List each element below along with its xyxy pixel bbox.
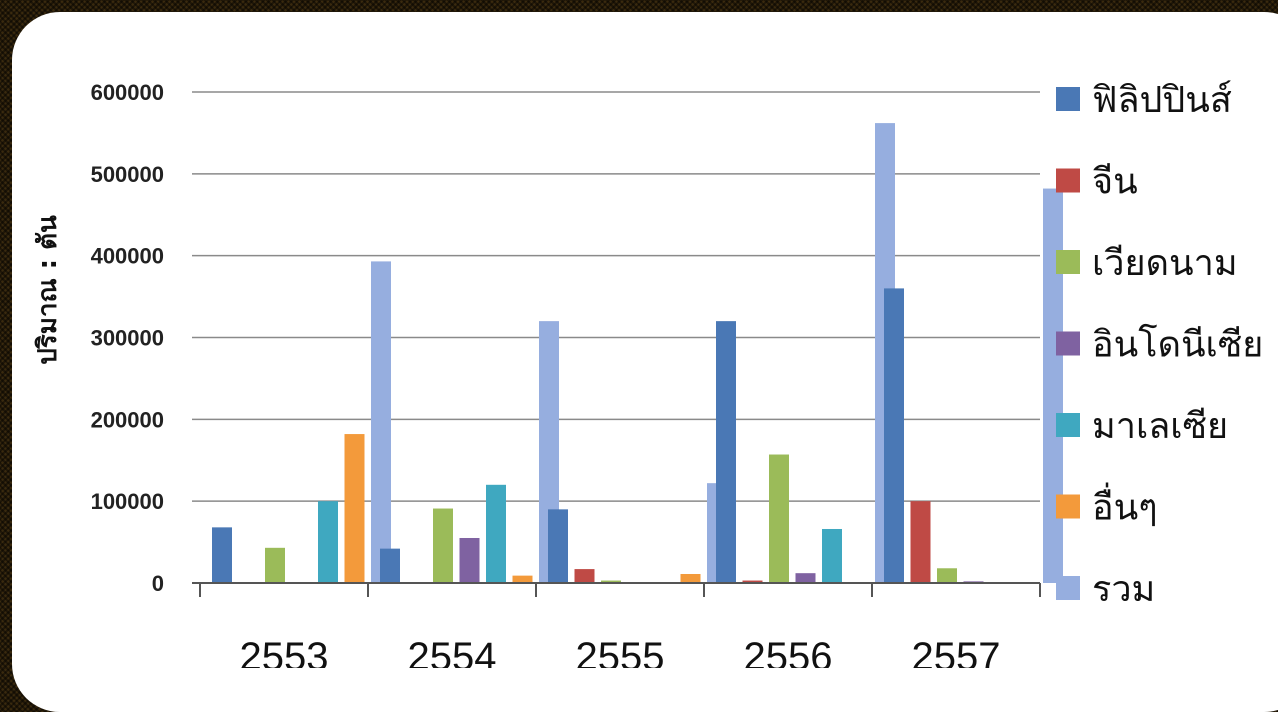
category-label: 2556 [744,635,833,668]
bar [318,501,338,583]
legend-swatch [1056,576,1080,600]
bar [1043,188,1063,583]
bar [795,573,816,583]
legend-swatch [1056,494,1080,519]
bar [884,288,904,583]
y-tick-label: 400000 [91,244,164,269]
bar [548,509,568,583]
bar [433,508,453,583]
bar [459,537,480,583]
y-tick-label: 0 [152,571,164,596]
legend-swatch [1056,87,1080,111]
category-label: 2553 [240,635,329,668]
category-labels: 2553 2554 2555 2556 2557 [240,635,1001,668]
bar [212,527,232,583]
legend-swatch [1056,168,1080,193]
gridlines [192,91,1040,502]
legend-swatch [1056,250,1080,274]
x-axis [192,582,1041,597]
category-label: 2554 [408,635,497,668]
y-tick-label: 500000 [91,162,164,187]
legend-label: เวียดนาม [1092,243,1238,284]
legend-label: จีน [1092,162,1138,203]
y-tick-label: 200000 [91,407,164,432]
bar [265,547,285,583]
bar [822,528,842,583]
bar-chart: ปริมาณ : ตัน 0 100000 200000 300000 400000 50… [33,80,1263,668]
bar [512,575,533,583]
legend-label: อินโดนีเซีย [1092,324,1263,366]
bar [380,548,400,583]
legend-label: อื่นๆ [1092,483,1158,529]
bar [742,580,763,583]
bar [371,261,391,583]
bar [910,501,931,583]
bar [680,573,701,583]
bar [716,321,736,583]
bar [601,580,621,583]
y-axis-label: ปริมาณ : ตัน [33,215,63,365]
y-tick-labels: 0 100000 200000 300000 400000 500000 600000 [91,80,164,596]
bar [937,568,957,583]
category-label: 2555 [576,635,665,668]
y-tick-label: 100000 [91,489,164,514]
bar [574,569,595,583]
category-label: 2557 [912,635,1001,668]
y-tick-label: 300000 [91,326,164,351]
legend: ฟิลิปปินส์จีนเวียดนามอินโดนีเซียมาเลเซีย… [1056,80,1263,610]
bar [344,434,365,583]
legend-label: มาเลเซีย [1092,406,1228,447]
legend-swatch [1056,331,1080,356]
bar [769,454,789,583]
legend-label: ฟิลิปปินส์ [1092,80,1232,121]
legend-label: รวม [1092,569,1155,610]
bars [212,123,1063,583]
legend-swatch [1056,413,1080,437]
bar [486,484,506,583]
y-tick-label: 600000 [91,80,164,105]
